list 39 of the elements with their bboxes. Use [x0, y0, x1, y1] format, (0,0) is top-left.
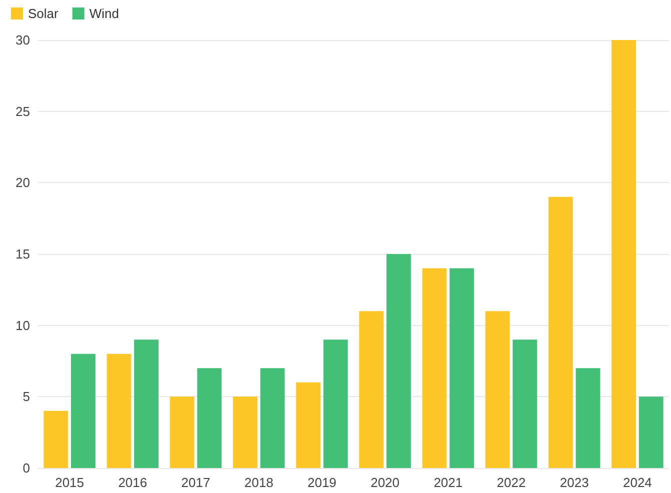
x-tick-label: 2017	[181, 475, 210, 490]
bar	[106, 354, 132, 468]
x-tick-label: 2023	[560, 475, 589, 490]
x-tick-label: 2016	[118, 475, 148, 490]
y-tick-label: 0	[22, 460, 30, 476]
y-tick-label: 5	[22, 389, 30, 404]
bar	[359, 311, 384, 468]
y-tick-label: 20	[16, 175, 30, 190]
x-tick-label: 2019	[307, 475, 336, 490]
bar	[44, 410, 68, 468]
bar	[134, 340, 159, 468]
x-tick-label: 2021	[434, 475, 463, 490]
bar	[512, 340, 538, 468]
bar	[71, 354, 96, 468]
x-tick-label: 2015	[55, 475, 84, 490]
y-tick-label: 30	[16, 32, 30, 48]
y-tick-label: 10	[16, 318, 30, 333]
x-tick-label: 2022	[496, 475, 526, 490]
bar	[548, 196, 573, 468]
bar	[260, 368, 285, 468]
legend-label: Wind	[89, 6, 119, 21]
bar	[323, 340, 348, 468]
bar	[638, 396, 664, 468]
bar	[612, 40, 636, 468]
bar	[170, 396, 194, 468]
bar	[296, 382, 320, 468]
bar	[232, 396, 258, 468]
y-tick-label: 15	[16, 246, 30, 262]
bar	[576, 368, 600, 468]
legend-label: Solar	[28, 6, 60, 21]
y-tick-label: 25	[16, 104, 30, 119]
x-tick-label: 2018	[244, 475, 274, 490]
bar	[450, 268, 474, 468]
bar	[386, 254, 411, 468]
bar	[422, 268, 447, 468]
bar	[197, 368, 222, 468]
bar	[485, 311, 510, 468]
x-tick-label: 2020	[370, 475, 400, 490]
x-tick-label: 2024	[622, 475, 652, 490]
